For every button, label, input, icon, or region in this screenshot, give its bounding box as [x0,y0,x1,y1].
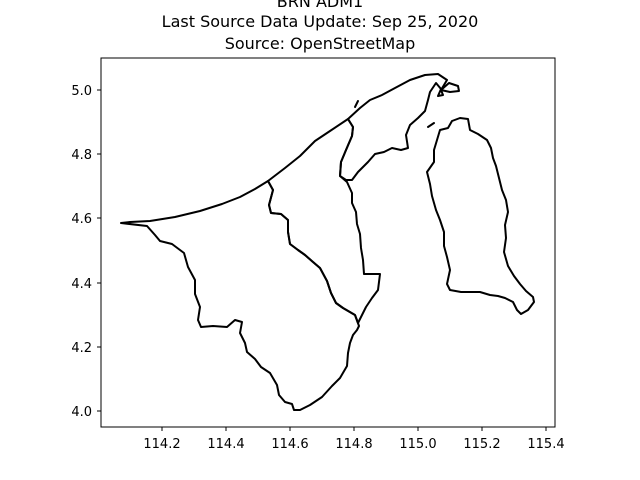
x-tick-label: 114.2 [143,437,180,452]
y-tick-label: 4.6 [71,212,92,227]
region-temburong [426,117,535,315]
map-subtitle-source: Source: OpenStreetMap [224,34,416,53]
region-belait [120,180,360,411]
region-tutong [267,118,381,324]
x-tick-label: 115.4 [527,437,564,452]
y-tick-label: 4.4 [71,277,92,292]
island-muara [440,82,460,93]
plot-frame [100,57,556,428]
x-tick-label: 115.0 [399,437,436,452]
x-tick-label: 114.8 [335,437,372,452]
coast-islet [354,100,359,108]
x-tick-label: 115.2 [463,437,500,452]
y-tick-label: 4.0 [71,405,92,420]
region-brunei-muara [339,73,448,181]
map-subtitle-update: Last Source Data Update: Sep 25, 2020 [161,12,479,31]
y-tick-label: 4.8 [71,148,92,163]
x-axis: 114.2 114.4 114.6 114.8 115.0 115.2 115.… [143,427,565,452]
y-tick-label: 5.0 [71,84,92,99]
island-small [427,122,435,128]
y-axis: 5.0 4.8 4.6 4.4 4.2 4.0 [71,84,101,420]
x-tick-label: 114.6 [271,437,308,452]
x-tick-label: 114.4 [207,437,244,452]
y-tick-label: 4.2 [71,341,92,356]
map-title: BRN ADM1 [276,0,364,11]
